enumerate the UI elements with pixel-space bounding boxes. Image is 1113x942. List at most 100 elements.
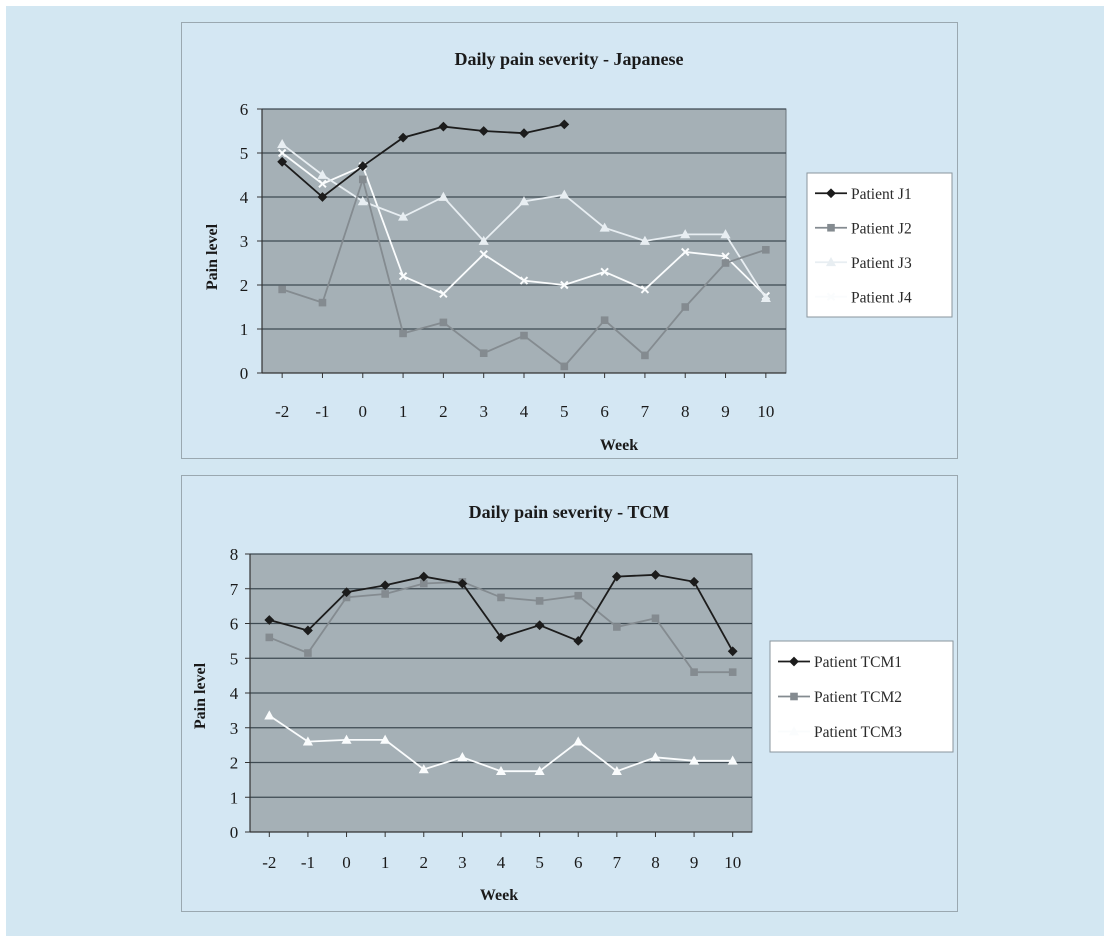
figure-frame: Daily pain severity - Japanese Week Pain…	[6, 6, 1104, 936]
data-point	[518, 196, 530, 206]
data-point	[650, 752, 661, 762]
data-point	[534, 765, 545, 776]
y-axis-label: Pain level	[204, 223, 221, 290]
x-tick-label: 8	[681, 402, 690, 421]
y-tick-label: 2	[240, 276, 249, 295]
data-point	[641, 351, 649, 360]
y-tick-label: 3	[230, 719, 239, 738]
data-point	[277, 148, 287, 158]
y-tick-label: 6	[230, 615, 239, 634]
data-point	[438, 121, 449, 132]
legend-marker	[790, 692, 798, 701]
x-tick-label: 9	[721, 402, 730, 421]
data-point	[559, 189, 570, 199]
y-tick-label: 8	[230, 545, 239, 564]
data-point	[573, 635, 584, 646]
y-tick-label: 2	[230, 754, 239, 773]
x-tick-label: 0	[342, 853, 351, 872]
legend-marker	[825, 257, 837, 267]
legend-label: Patient TCM1	[814, 654, 902, 671]
data-point	[381, 590, 389, 598]
x-tick-label: 5	[535, 853, 544, 872]
data-point	[495, 765, 507, 776]
data-point	[727, 755, 738, 765]
data-point	[611, 765, 622, 776]
data-point	[613, 623, 621, 631]
data-point	[681, 303, 690, 311]
y-tick-label: 5	[240, 144, 249, 163]
y-tick-label: 4	[230, 684, 239, 703]
x-tick-label: 1	[381, 853, 390, 872]
data-point	[317, 169, 328, 179]
legend-item: Patient J3	[815, 255, 912, 272]
x-tick-label: 2	[420, 853, 429, 872]
data-point	[457, 752, 468, 762]
data-point	[721, 259, 730, 267]
chart-title: Daily pain severity - Japanese	[455, 49, 684, 69]
y-tick-label: 5	[230, 649, 239, 668]
data-point	[560, 362, 569, 371]
x-tick-label: -2	[275, 402, 289, 421]
legend-marker	[789, 656, 799, 667]
x-tick-label: 2	[439, 402, 448, 421]
data-point	[520, 331, 528, 340]
x-tick-label: 8	[651, 853, 660, 872]
data-point	[318, 179, 327, 189]
legend-item: Patient TCM2	[778, 689, 902, 706]
x-tick-label: 3	[479, 402, 488, 421]
legend-label: Patient J2	[851, 220, 912, 237]
chart-tcm: Daily pain severity - TCM Week Pain leve…	[192, 502, 954, 904]
x-tick-label: 10	[724, 853, 741, 872]
series-patient-j1	[277, 119, 570, 202]
data-point	[720, 229, 731, 239]
y-tick-label: 1	[230, 788, 239, 807]
x-tick-label: 9	[690, 853, 699, 872]
data-point	[689, 576, 699, 587]
x-tick-label: 4	[520, 402, 529, 421]
y-axis-label: Pain level	[192, 662, 209, 729]
x-tick-label: 4	[497, 853, 506, 872]
legend-label: Patient TCM3	[814, 724, 902, 741]
data-point	[357, 196, 368, 206]
data-point	[398, 132, 408, 143]
x-tick-label: 0	[359, 402, 368, 421]
data-point	[681, 247, 690, 257]
data-point	[304, 649, 312, 657]
x-axis-label: Week	[480, 887, 518, 904]
x-axis-label: Week	[600, 437, 638, 454]
y-tick-label: 0	[240, 364, 249, 383]
y-tick-label: 6	[240, 100, 249, 119]
data-point	[358, 175, 367, 184]
legend-item: Patient J1	[815, 186, 912, 203]
chart-japanese: Daily pain severity - Japanese Week Pain…	[204, 49, 953, 454]
data-point	[573, 736, 584, 746]
x-tick-label: 6	[574, 853, 583, 872]
data-point	[479, 349, 488, 357]
data-point	[574, 591, 583, 600]
data-point	[398, 271, 408, 281]
data-point	[559, 119, 570, 130]
data-point	[380, 734, 391, 744]
data-point	[680, 229, 691, 239]
data-point	[639, 235, 650, 245]
x-tick-label: -1	[301, 853, 315, 872]
data-point	[302, 736, 313, 746]
data-point	[534, 620, 545, 631]
data-point	[611, 571, 622, 582]
data-point	[496, 632, 506, 643]
data-point	[600, 267, 609, 277]
legend-label: Patient J3	[851, 255, 912, 272]
data-point	[650, 569, 661, 580]
x-tick-label: 1	[399, 402, 408, 421]
x-tick-label: 7	[613, 853, 622, 872]
data-point	[690, 668, 698, 676]
data-point	[341, 587, 352, 598]
x-tick-label: 7	[641, 402, 650, 421]
x-tick-label: 5	[560, 402, 569, 421]
data-point	[399, 329, 407, 338]
data-point	[438, 191, 449, 201]
legend-marker	[827, 223, 835, 232]
x-tick-label: 6	[600, 402, 609, 421]
legend-marker	[826, 188, 836, 199]
data-point	[264, 710, 275, 720]
